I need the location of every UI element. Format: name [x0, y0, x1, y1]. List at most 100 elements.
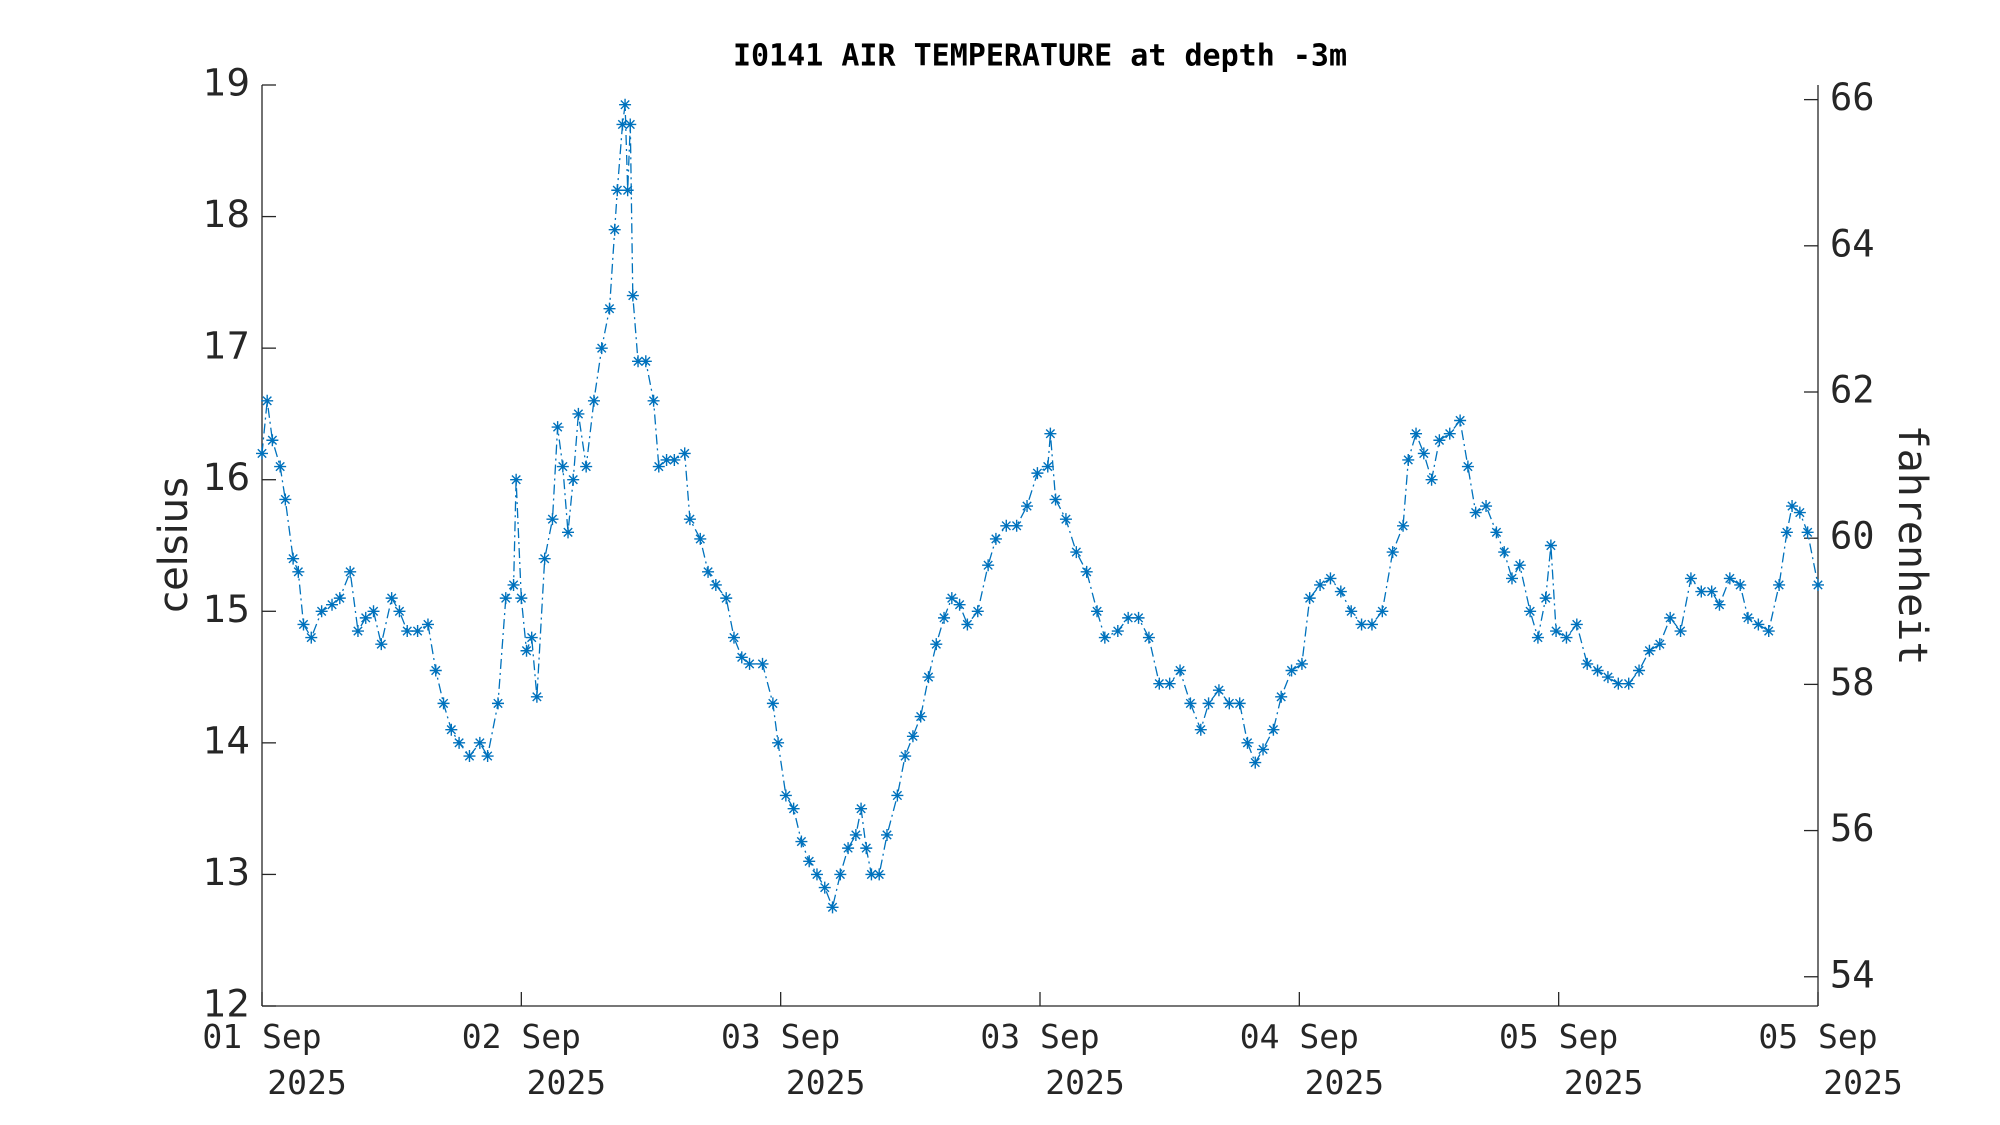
marker	[1184, 697, 1197, 710]
markers	[256, 98, 1824, 914]
marker	[1285, 664, 1298, 677]
marker	[891, 789, 904, 802]
marker	[530, 690, 543, 703]
marker	[401, 625, 414, 638]
marker	[520, 644, 533, 657]
marker	[1801, 526, 1814, 539]
y2-tick-label: 60	[1830, 515, 1875, 558]
marker	[367, 605, 380, 618]
marker	[1049, 493, 1062, 506]
marker	[1695, 585, 1708, 598]
marker	[481, 750, 494, 763]
marker	[810, 868, 823, 881]
marker	[333, 592, 346, 605]
marker	[572, 407, 585, 420]
y2-tick-label: 56	[1830, 807, 1875, 850]
y-tick-label: 15	[203, 588, 250, 631]
marker	[1070, 546, 1083, 559]
marker	[1041, 460, 1054, 473]
marker	[274, 460, 287, 473]
marker	[1212, 684, 1225, 697]
marker	[756, 657, 769, 670]
marker	[795, 835, 808, 848]
marker	[930, 638, 943, 651]
marker	[1059, 513, 1072, 526]
marker	[1570, 618, 1583, 631]
marker	[1021, 500, 1034, 513]
chart-title: I0141 AIR TEMPERATURE at depth -3m	[733, 39, 1347, 74]
marker	[1314, 578, 1327, 591]
data-line	[261, 104, 1819, 910]
marker	[683, 513, 696, 526]
marker	[818, 881, 831, 894]
marker	[1334, 585, 1347, 598]
marker	[1111, 625, 1124, 638]
marker	[1417, 447, 1430, 460]
marker	[507, 578, 520, 591]
marker	[1664, 611, 1677, 624]
marker	[1397, 519, 1410, 532]
marker	[1386, 546, 1399, 559]
marker	[297, 618, 310, 631]
x-tick-label: 02 Sep 2025	[462, 1017, 606, 1102]
y-tick-label: 17	[203, 325, 250, 368]
marker	[491, 697, 504, 710]
marker	[906, 730, 919, 743]
marker	[351, 625, 364, 638]
marker	[1080, 565, 1093, 578]
marker	[1241, 736, 1254, 749]
marker	[735, 651, 748, 664]
marker	[1365, 618, 1378, 631]
y2-tick-label: 58	[1830, 661, 1875, 704]
y-tick-label: 13	[203, 851, 250, 894]
marker	[1163, 677, 1176, 690]
marker	[525, 631, 538, 644]
marker	[1223, 697, 1236, 710]
marker	[603, 302, 616, 315]
marker	[1194, 723, 1207, 736]
marker	[1142, 631, 1155, 644]
marker	[982, 559, 995, 572]
marker	[266, 434, 279, 447]
marker	[1591, 664, 1604, 677]
marker	[727, 631, 740, 644]
x-tick-label: 04 Sep 2025	[1240, 1017, 1384, 1102]
marker	[344, 565, 357, 578]
marker	[1674, 625, 1687, 638]
marker	[580, 460, 593, 473]
marker	[873, 868, 886, 881]
y-tick-label: 14	[203, 719, 250, 762]
marker	[1098, 631, 1111, 644]
marker	[1031, 467, 1044, 480]
marker	[709, 578, 722, 591]
marker	[1633, 664, 1646, 677]
y-tick-label: 12	[203, 983, 250, 1026]
marker	[510, 473, 523, 486]
marker	[787, 802, 800, 815]
marker	[632, 355, 645, 368]
marker	[616, 118, 629, 131]
marker	[1425, 473, 1438, 486]
marker	[1410, 427, 1423, 440]
marker	[562, 526, 575, 539]
marker	[1581, 657, 1594, 670]
marker	[1275, 690, 1288, 703]
marker	[1741, 611, 1754, 624]
x-tick-label: 05 Sep 2025	[1499, 1017, 1643, 1102]
marker	[411, 625, 424, 638]
marker	[315, 605, 328, 618]
marker	[1505, 572, 1518, 585]
marker	[256, 447, 268, 460]
marker	[953, 598, 966, 611]
marker	[1433, 434, 1446, 447]
marker	[1000, 519, 1013, 532]
marker	[1402, 453, 1415, 466]
marker	[626, 289, 639, 302]
marker	[1010, 519, 1023, 532]
marker	[1560, 631, 1573, 644]
y-axis-label: celsius	[151, 477, 197, 613]
marker	[772, 736, 785, 749]
marker	[1249, 756, 1262, 769]
marker	[624, 118, 637, 131]
marker	[515, 592, 528, 605]
